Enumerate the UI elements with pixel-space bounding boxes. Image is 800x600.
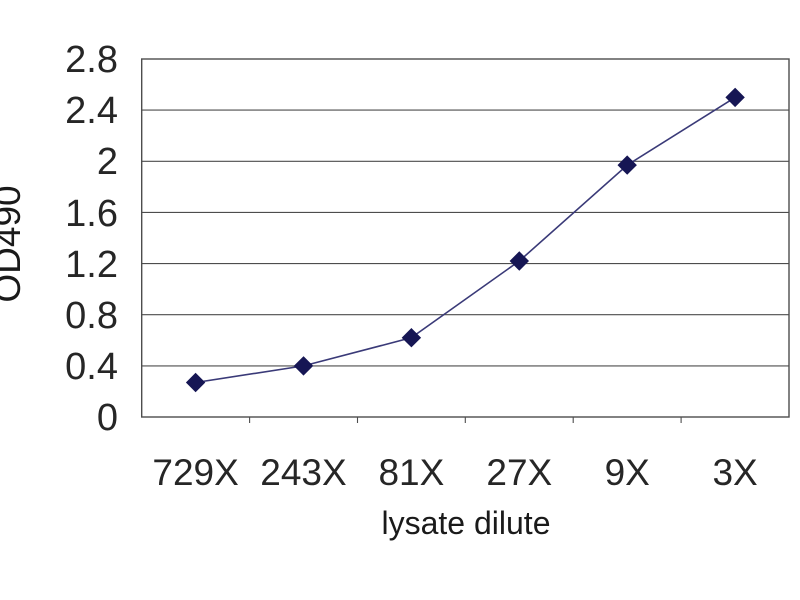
svg-text:lysate dilute: lysate dilute: [382, 505, 551, 541]
svg-text:243X: 243X: [260, 452, 346, 493]
svg-text:2.8: 2.8: [65, 39, 118, 81]
svg-text:81X: 81X: [378, 452, 444, 493]
svg-text:0.8: 0.8: [65, 295, 118, 337]
svg-text:0: 0: [97, 397, 118, 439]
svg-text:3X: 3X: [712, 452, 757, 493]
svg-text:0.4: 0.4: [65, 346, 118, 388]
svg-text:27X: 27X: [486, 452, 552, 493]
svg-text:2.4: 2.4: [65, 90, 118, 132]
svg-text:OD490: OD490: [0, 185, 28, 302]
svg-text:729X: 729X: [152, 452, 238, 493]
svg-text:9X: 9X: [605, 452, 650, 493]
svg-text:2: 2: [97, 141, 118, 183]
svg-text:1.6: 1.6: [65, 193, 118, 235]
svg-text:1.2: 1.2: [65, 244, 118, 286]
